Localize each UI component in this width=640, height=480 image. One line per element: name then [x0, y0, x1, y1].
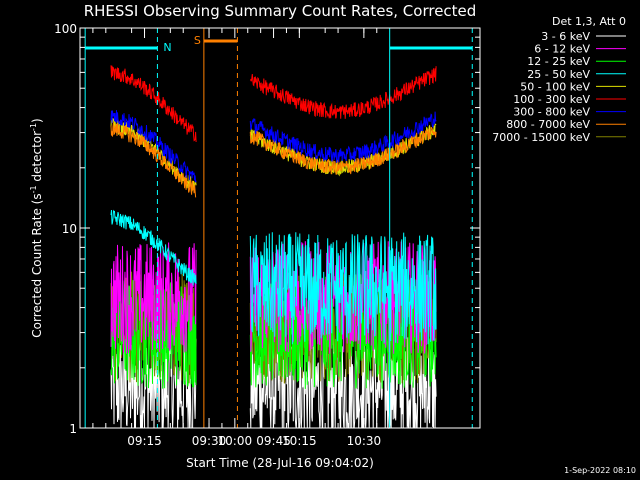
- legend-label: 100 - 300 keV: [513, 93, 590, 106]
- legend-label: 25 - 50 keV: [527, 68, 590, 81]
- data-layer: [110, 65, 437, 430]
- y-tick-label: 1: [69, 422, 77, 436]
- legend-label: 6 - 12 keV: [534, 43, 590, 56]
- legend-label: 7000 - 15000 keV: [492, 131, 590, 144]
- series-25-50-kev-seg1: [110, 209, 197, 286]
- series-6-12-kev-seg1: [110, 242, 197, 354]
- series-800-7000-kev-seg2: [249, 126, 437, 175]
- x-tick-label: 09:30: [192, 434, 227, 448]
- night-flag-label: N: [163, 41, 171, 54]
- x-tick-label: 10:30: [347, 434, 382, 448]
- series-100-300-kev-seg1: [110, 65, 197, 143]
- y-tick-label: 100: [54, 22, 77, 36]
- legend-label: 12 - 25 keV: [527, 55, 590, 68]
- y-tick-label: 10: [62, 222, 77, 236]
- x-tick-label: 10:00: [218, 434, 253, 448]
- legend-title: Det 1,3, Att 0: [552, 15, 626, 28]
- x-tick-label: 09:15: [127, 434, 162, 448]
- x-tick-label: 09:45: [256, 434, 291, 448]
- series-800-7000-kev-seg1: [110, 122, 197, 198]
- x-axis-label: Start Time (28-Jul-16 09:04:02): [186, 456, 374, 470]
- saa-flag-label: S: [194, 34, 201, 47]
- legend-label: 800 - 7000 keV: [506, 118, 590, 131]
- legend-label: 50 - 100 keV: [520, 80, 590, 93]
- series-300-800-kev-seg2: [249, 111, 437, 163]
- chart-title: RHESSI Observing Summary Count Rates, Co…: [84, 2, 477, 20]
- x-tick-label: 10:15: [282, 434, 317, 448]
- series-3-6-kev-seg1: [110, 330, 197, 429]
- legend-label: 3 - 6 keV: [541, 30, 590, 43]
- legend-label: 300 - 800 keV: [513, 106, 590, 119]
- series-300-800-kev-seg1: [110, 110, 197, 183]
- y-axis-label: Corrected Count Rate (s-1 detector-1): [29, 118, 44, 337]
- timestamp: 1-Sep-2022 08:10: [564, 466, 636, 475]
- series-100-300-kev-seg2: [249, 66, 437, 119]
- series-25-50-kev-seg2: [249, 232, 437, 345]
